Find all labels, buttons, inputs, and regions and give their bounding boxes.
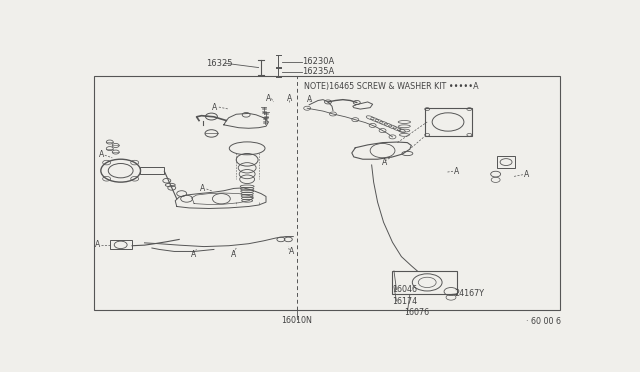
Text: NOTE)16465 SCREW & WASHER KIT •••••A: NOTE)16465 SCREW & WASHER KIT •••••A [304,82,479,91]
Text: A: A [266,94,271,103]
Text: A: A [287,94,292,103]
Bar [110,240,132,250]
Bar [94,76,560,310]
Text: 16174: 16174 [392,296,418,305]
Text: A: A [95,240,100,249]
Text: · 60 00 6: · 60 00 6 [527,317,561,326]
Text: A: A [524,170,529,179]
Text: 16010N: 16010N [281,316,312,325]
Text: 16076: 16076 [404,308,429,317]
Bar [392,271,457,294]
Text: A: A [383,158,388,167]
Text: A: A [191,250,196,259]
Bar [497,156,515,168]
Text: A: A [307,94,312,103]
Text: 16046: 16046 [392,285,417,294]
Text: A: A [212,103,218,112]
Text: 24167Y: 24167Y [454,289,484,298]
Text: A: A [200,184,205,193]
Text: A: A [289,247,294,256]
Bar [140,167,164,174]
Bar [425,108,472,136]
Text: A: A [99,150,104,159]
Text: 16235A: 16235A [302,67,335,76]
Text: A: A [454,167,460,176]
Text: 16230A: 16230A [302,57,335,66]
Text: 16325: 16325 [207,59,233,68]
Text: A: A [231,250,236,259]
